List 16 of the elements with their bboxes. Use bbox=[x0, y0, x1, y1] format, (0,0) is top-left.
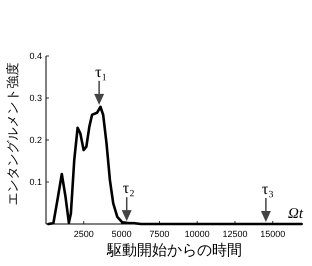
y-tick-label: 0.3 bbox=[29, 93, 42, 103]
y-tick-label: 0.1 bbox=[29, 177, 42, 187]
x-tick-label: 15000 bbox=[260, 229, 286, 239]
x-tick-label: 10000 bbox=[184, 229, 210, 239]
annotation: τ₃ bbox=[262, 181, 274, 198]
y-tick-label: 0.2 bbox=[29, 135, 42, 145]
x-tick-label: 2500 bbox=[74, 229, 94, 239]
x-tick-label: 7500 bbox=[149, 229, 170, 239]
annotation: τ₂ bbox=[122, 180, 135, 198]
x-tick-label: 12500 bbox=[222, 229, 248, 239]
y-axis-title: エンタングルメント強度 bbox=[5, 62, 20, 206]
y-tick-label: 0.4 bbox=[29, 51, 42, 61]
x-tick-label: 5000 bbox=[112, 229, 132, 239]
x-axis-title: 駆動開始からの時間 bbox=[106, 242, 242, 259]
annotation: τ₁ bbox=[95, 64, 108, 81]
annotation: Ωt bbox=[288, 206, 304, 222]
